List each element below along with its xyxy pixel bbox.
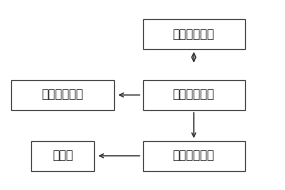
Text: 电子时钟电路: 电子时钟电路: [173, 28, 215, 41]
Bar: [31, 141, 94, 171]
Text: 语音识别电路: 语音识别电路: [42, 89, 84, 101]
Bar: [11, 80, 114, 110]
Bar: [142, 20, 245, 49]
Text: 扬声器: 扬声器: [52, 149, 73, 162]
FancyArrowPatch shape: [192, 113, 196, 137]
FancyArrowPatch shape: [100, 154, 140, 158]
Bar: [142, 141, 245, 171]
Text: 微处理器电路: 微处理器电路: [173, 89, 215, 101]
Bar: [142, 80, 245, 110]
FancyArrowPatch shape: [192, 53, 196, 61]
FancyArrowPatch shape: [120, 93, 140, 97]
Text: 语音控制电路: 语音控制电路: [173, 149, 215, 162]
